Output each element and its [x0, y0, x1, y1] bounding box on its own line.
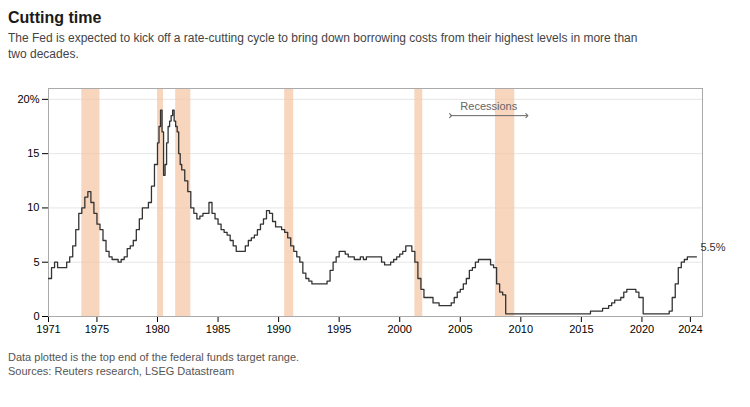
html-text:Data plotted is the top end of: Data plotted is the top end of the feder… [8, 351, 300, 363]
svg-text:0: 0 [33, 310, 39, 322]
svg-text:1975: 1975 [85, 323, 109, 335]
svg-text:20%: 20% [17, 93, 39, 105]
svg-text:1990: 1990 [266, 323, 290, 335]
svg-text:2020: 2020 [630, 323, 654, 335]
html-text:Cutting time: Cutting time [8, 9, 102, 26]
svg-text:1985: 1985 [206, 323, 230, 335]
svg-text:2005: 2005 [448, 323, 472, 335]
svg-text:1995: 1995 [327, 323, 351, 335]
svg-text:2010: 2010 [509, 323, 533, 335]
html-text:The Fed is expected to kick of: The Fed is expected to kick off a rate-c… [8, 31, 638, 61]
svg-text:10: 10 [27, 201, 39, 213]
svg-text:2015: 2015 [569, 323, 593, 335]
svg-text:15: 15 [27, 147, 39, 159]
svg-text:1971: 1971 [36, 323, 60, 335]
svg-text:2024: 2024 [678, 323, 702, 335]
svg-text:2000: 2000 [387, 323, 411, 335]
svg-text:1980: 1980 [145, 323, 169, 335]
svg-text:5: 5 [33, 256, 39, 268]
svg-text:5.5%: 5.5% [700, 241, 725, 253]
svg-text:Recessions: Recessions [460, 100, 517, 112]
html-text:Sources: Reuters research, LSE: Sources: Reuters research, LSEG Datastre… [8, 365, 235, 377]
